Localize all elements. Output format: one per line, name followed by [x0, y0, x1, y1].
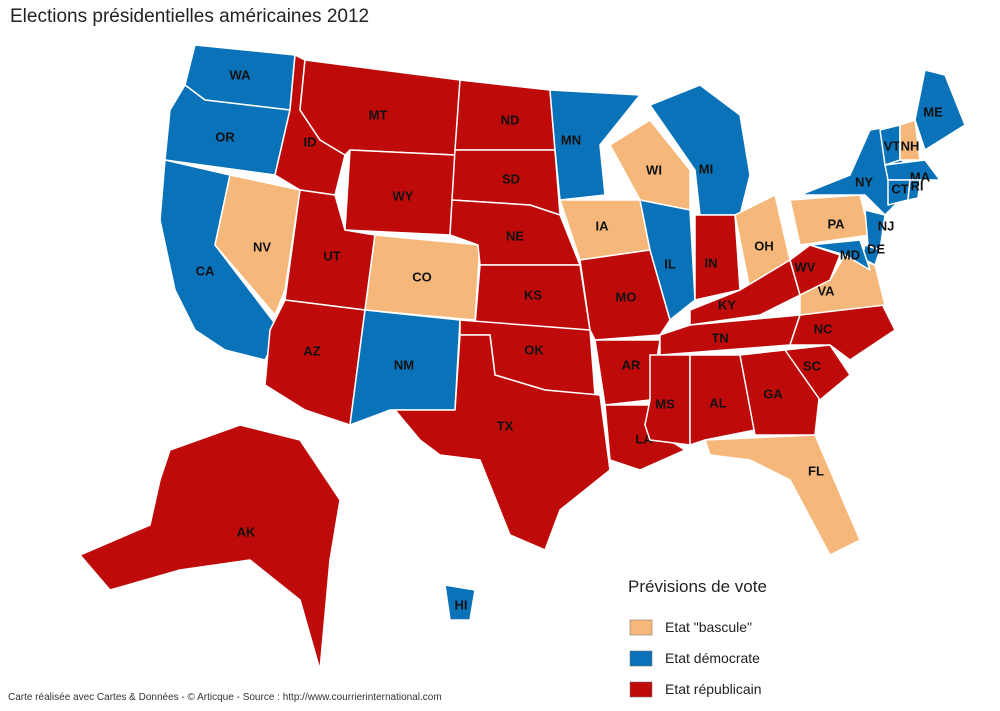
state-label: VA — [817, 283, 835, 298]
state-label: MD — [840, 247, 860, 262]
state-label: WA — [230, 67, 252, 82]
state-label: WY — [393, 188, 414, 203]
state-shape — [704, 434, 861, 556]
state-label: IA — [596, 218, 610, 233]
legend-swatch — [629, 681, 653, 698]
state-shape — [639, 199, 696, 321]
state-shape — [214, 174, 301, 316]
state-label: MT — [369, 107, 388, 122]
legend-swatch — [629, 619, 653, 636]
state-shape — [914, 69, 966, 151]
state-shape — [609, 119, 691, 211]
state-label: SD — [502, 171, 520, 186]
state-label: IL — [664, 256, 676, 271]
state-label: OR — [215, 129, 235, 144]
state-shape — [784, 344, 851, 401]
state-label: UT — [323, 248, 340, 263]
state-shape — [659, 314, 801, 356]
state-shape — [694, 214, 741, 301]
state-label: AK — [237, 524, 256, 539]
state-label: NH — [901, 138, 920, 153]
state-label: IN — [705, 255, 718, 270]
legend-label: Etat "bascule" — [665, 619, 752, 635]
state-label: AZ — [303, 343, 320, 358]
state-shape — [649, 84, 751, 216]
state-label: VT — [884, 138, 901, 153]
state-label: ME — [923, 104, 943, 119]
state-label: CT — [891, 181, 908, 196]
state-label: FL — [808, 463, 824, 478]
state-label: MI — [699, 161, 713, 176]
state-shape — [264, 299, 366, 426]
state-label: OK — [524, 342, 544, 357]
state-label: KY — [718, 297, 736, 312]
state-shape — [809, 239, 871, 271]
footer: Carte réalisée avec Cartes & Données - ©… — [8, 692, 442, 703]
legend: Prévisions de vote Etat "bascule" Etat dé… — [628, 577, 767, 698]
state-label: AL — [709, 395, 726, 410]
state-label: NC — [814, 321, 833, 336]
state-label: NV — [253, 239, 271, 254]
state-shape — [689, 354, 756, 446]
state-shape — [549, 89, 641, 201]
state-label: TX — [497, 418, 514, 433]
legend-label: Etat républicain — [665, 681, 762, 697]
legend-label: Etat démocrate — [665, 650, 760, 666]
state-label: NE — [506, 228, 524, 243]
state-label: TN — [711, 330, 728, 345]
state-label: NM — [394, 357, 414, 372]
state-label: WI — [646, 162, 662, 177]
state-label: WV — [795, 259, 816, 274]
state-label: OH — [754, 238, 774, 253]
state-label: ND — [501, 112, 520, 127]
state-label: NY — [855, 174, 873, 189]
state-label: SC — [803, 358, 822, 373]
state-label: PA — [827, 216, 845, 231]
state-shape — [884, 159, 941, 181]
title: Elections présidentielles américaines 20… — [10, 6, 369, 27]
state-label: HI — [455, 597, 468, 612]
state-label: MN — [561, 132, 581, 147]
state-shape — [79, 424, 341, 671]
state-label: MS — [655, 396, 675, 411]
state-label: NJ — [878, 218, 895, 233]
state-label: MO — [616, 289, 637, 304]
state-shape — [394, 334, 611, 551]
state-label: KS — [524, 287, 542, 302]
legend-title: Prévisions de vote — [628, 577, 767, 596]
state-label: RI — [911, 178, 924, 193]
state-label: ID — [304, 134, 317, 149]
state-label: GA — [763, 386, 783, 401]
state-shape — [789, 244, 841, 296]
states: WA OR CA NV ID MT WY UT AZ CO NM ND SD NE KS OK TX MN IA MO… — [79, 44, 966, 671]
legend-swatch — [629, 650, 653, 667]
state-label: AR — [622, 357, 641, 372]
state-label: CO — [412, 269, 432, 284]
state-label: DE — [867, 241, 885, 256]
state-shape — [907, 179, 921, 201]
state-label: CA — [196, 263, 215, 278]
state-shape — [444, 584, 476, 621]
